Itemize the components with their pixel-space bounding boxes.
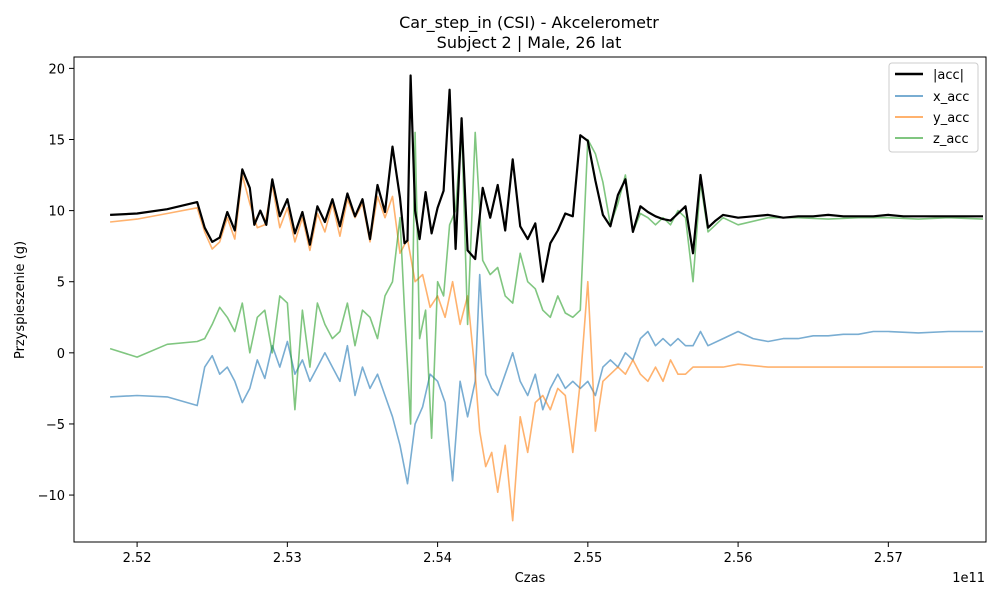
y-tick-label: 0 (57, 347, 65, 362)
y-tick-label: 10 (48, 205, 65, 220)
legend-label-x: x_acc (933, 90, 969, 105)
axis-ticks: 2.52 2.53 2.54 2.55 2.56 2.57 −10 −5 0 5 10 15 20 (38, 62, 903, 566)
y-tick-label: −5 (46, 418, 65, 433)
x-tick-label: 2.55 (573, 551, 602, 566)
x-tick-label: 2.53 (273, 551, 302, 566)
series-layer (109, 74, 984, 522)
x-tick-label: 2.52 (123, 551, 152, 566)
x-tick-label: 2.56 (724, 551, 753, 566)
y-tick-label: 15 (48, 133, 65, 148)
y-tick-label: 5 (57, 276, 65, 291)
x-tick-label: 2.57 (874, 551, 903, 566)
series-line-acc (110, 74, 983, 283)
y-axis-label: Przyspieszenie (g) (13, 241, 28, 359)
series-line-y-acc (110, 174, 983, 522)
y-tick-label: 20 (48, 62, 65, 77)
legend: |acc| x_acc y_acc z_acc (888, 62, 979, 153)
x-axis-label: Czas (515, 571, 546, 586)
y-tick-label: −10 (38, 489, 65, 504)
legend-label-z: z_acc (933, 132, 969, 147)
chart-title: Car_step_in (CSI) - Akcelerometr (399, 13, 659, 33)
series-line-z-acc (109, 124, 984, 440)
plot-area-frame (73, 56, 987, 543)
legend-label-y: y_acc (933, 111, 969, 126)
x-axis-offset-label: 1e11 (952, 571, 985, 586)
legend-box (888, 62, 979, 153)
x-tick-label: 2.54 (423, 551, 452, 566)
chart-subtitle: Subject 2 | Male, 26 lat (437, 33, 622, 52)
legend-label-acc: |acc| (933, 68, 964, 83)
series-line-x-acc (110, 273, 983, 485)
